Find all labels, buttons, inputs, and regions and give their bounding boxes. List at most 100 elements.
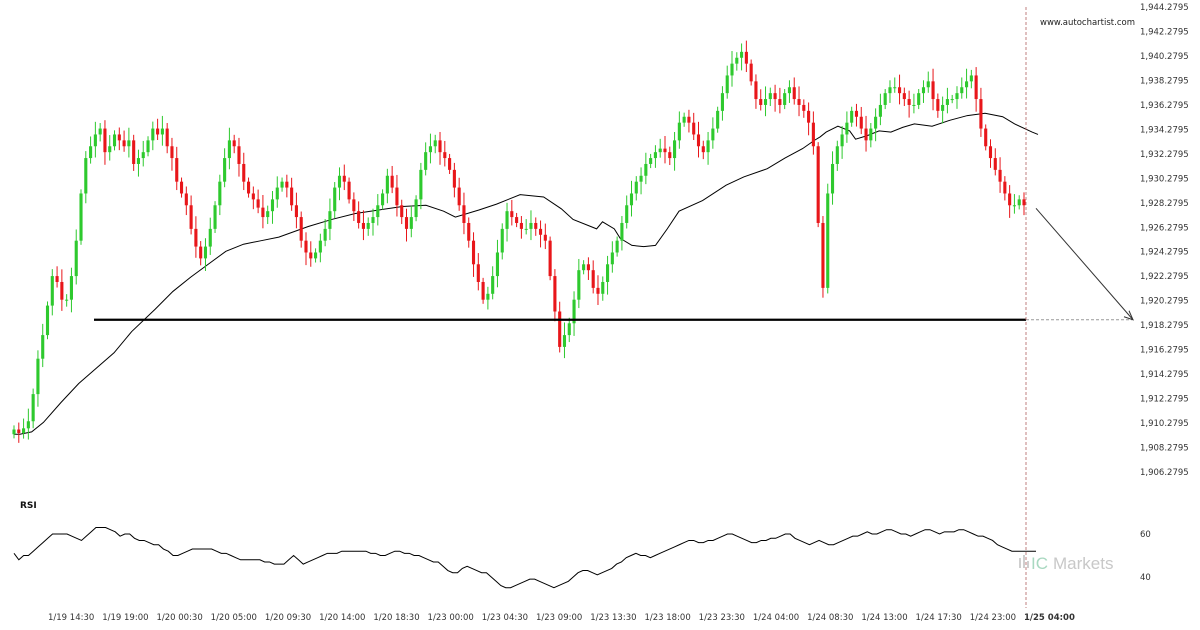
candlestick <box>639 167 643 195</box>
candle-body <box>596 287 600 294</box>
price-axis: 1,944.2795 1,942.2795 1,940.2795 1,938.2795… <box>1140 3 1189 478</box>
candle-body <box>802 104 806 111</box>
candle-body <box>807 110 811 123</box>
candlestick <box>189 195 193 235</box>
candle-body <box>931 81 935 100</box>
candlestick <box>22 418 26 439</box>
candlestick <box>912 93 916 114</box>
candlestick <box>524 219 528 235</box>
candle-body <box>232 140 236 147</box>
candlestick <box>93 121 97 158</box>
candle-body <box>763 99 768 105</box>
candlestick <box>615 236 619 257</box>
candlestick <box>625 195 629 229</box>
candlestick <box>965 68 969 99</box>
candlestick <box>802 99 806 118</box>
candlestick <box>141 140 145 167</box>
rsi-title: RSI <box>20 501 37 511</box>
candle-body <box>457 187 461 206</box>
candle-body <box>768 93 772 100</box>
candle-body <box>194 228 198 247</box>
candle-body <box>491 276 495 294</box>
candlestick <box>438 131 442 165</box>
candlestick <box>605 255 610 295</box>
candlestick <box>428 133 433 164</box>
candlestick <box>266 205 270 225</box>
price-tick-label: 1,914.2795 <box>1140 370 1189 380</box>
candle-body <box>524 228 528 230</box>
candle-body <box>974 75 978 100</box>
candlestick <box>117 127 121 151</box>
candle-body <box>601 281 605 294</box>
candlestick <box>744 40 748 73</box>
candle-body <box>246 181 251 194</box>
candle-body <box>936 99 940 111</box>
candlestick <box>304 232 308 266</box>
candle-body <box>610 252 614 265</box>
candle-body <box>342 175 346 182</box>
candlestick <box>998 157 1002 193</box>
candle-body <box>883 93 887 105</box>
candle-body <box>749 63 753 82</box>
candlestick <box>783 89 787 110</box>
candle-body <box>409 217 413 229</box>
candlestick <box>208 217 212 255</box>
candlestick <box>146 136 150 157</box>
candlestick <box>673 131 677 171</box>
candlestick <box>242 152 246 191</box>
candle-body <box>184 193 188 206</box>
candlestick <box>1008 185 1012 218</box>
candle-body <box>452 169 456 188</box>
candle-body <box>366 222 370 229</box>
candle-body <box>385 175 389 194</box>
candlestick <box>797 86 801 117</box>
candlestick <box>352 192 356 221</box>
candlestick <box>692 112 696 141</box>
candle-body <box>74 240 78 277</box>
candle-body <box>586 264 590 271</box>
price-tick-label: 1,934.2795 <box>1140 125 1189 135</box>
time-tick-label: 1/19 14:30 <box>48 613 94 623</box>
candlestick <box>280 177 284 192</box>
rsi-panel <box>13 527 1036 589</box>
candlestick <box>955 86 959 109</box>
candlestick <box>941 96 945 124</box>
candlestick <box>1022 192 1026 216</box>
candlestick <box>31 388 35 429</box>
candlestick <box>457 177 461 211</box>
candlestick <box>874 108 878 142</box>
candlestick <box>55 266 59 288</box>
candle-body <box>151 128 155 141</box>
candle-body <box>304 240 308 253</box>
candlestick <box>740 43 744 71</box>
candle-body <box>821 222 825 288</box>
candle-body <box>1003 181 1007 194</box>
candlestick <box>548 236 552 281</box>
candle-body <box>687 116 691 123</box>
candle-body <box>955 93 959 100</box>
candlestick <box>582 260 586 275</box>
candle-body <box>361 222 365 229</box>
candle-body <box>835 146 839 164</box>
candle-body <box>998 169 1002 182</box>
rsi-tick-label: 60 <box>1140 530 1151 540</box>
candle-body <box>79 193 83 241</box>
watermark-url[interactable]: www.autochartist.com <box>1040 18 1135 28</box>
candlestick <box>759 89 763 111</box>
candle-body <box>725 75 729 94</box>
candle-body <box>65 299 69 301</box>
candlestick <box>897 74 902 105</box>
candle-body <box>26 421 30 429</box>
candle-body <box>89 146 93 159</box>
candlestick <box>318 233 322 263</box>
candle-body <box>199 246 203 259</box>
candlestick <box>768 87 772 107</box>
candlestick <box>807 102 811 136</box>
candlestick <box>333 182 337 219</box>
candle-body <box>965 81 969 88</box>
candle-body <box>558 311 562 347</box>
candlestick <box>510 199 514 226</box>
candlestick <box>218 174 222 216</box>
candlestick <box>89 136 93 164</box>
candlestick <box>845 111 849 143</box>
